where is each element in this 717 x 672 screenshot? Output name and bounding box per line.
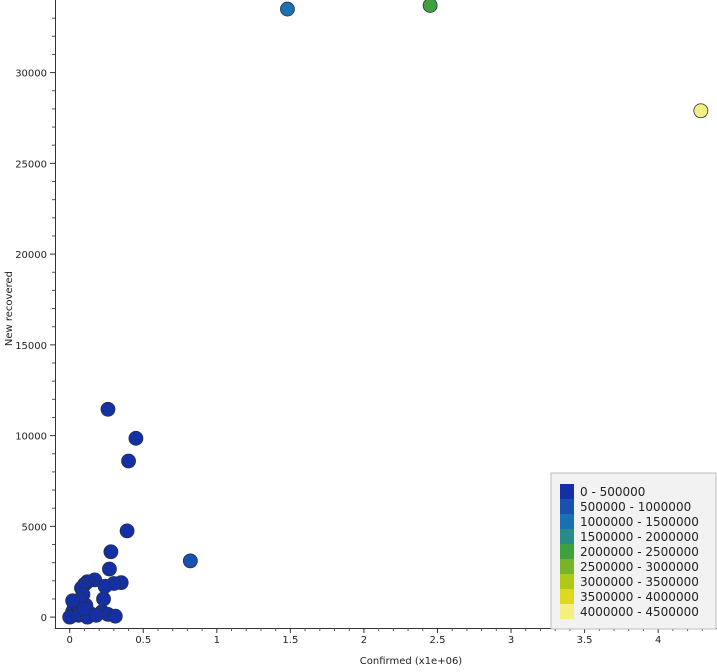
scatter-point — [88, 607, 104, 623]
legend-swatch — [560, 559, 574, 574]
scatter-point — [119, 523, 135, 539]
scatter-point — [103, 544, 119, 560]
legend-label: 3000000 - 3500000 — [580, 575, 699, 589]
x-axis-ticks: 0 0.5 1 1.5 2 2.5 3 3.5 4 — [67, 628, 703, 646]
legend-label: 3500000 - 4000000 — [580, 590, 699, 604]
x-tick-label: 3.5 — [577, 635, 593, 646]
y-tick-label: 30000 — [15, 69, 47, 80]
legend-label: 500000 - 1000000 — [580, 500, 691, 514]
legend-swatch — [560, 589, 574, 604]
x-axis-title: Confirmed (x1e+06) — [360, 656, 463, 667]
y-tick-label: 20000 — [15, 250, 47, 261]
legend-swatch — [560, 499, 574, 514]
legend-label: 2500000 - 3000000 — [580, 560, 699, 574]
plot-area — [62, 0, 709, 625]
y-tick-label: 0 — [41, 613, 47, 624]
x-tick-label: 0 — [67, 635, 73, 646]
scatter-point — [65, 593, 81, 609]
y-tick-label: 15000 — [15, 341, 47, 352]
legend-label: 1500000 - 2000000 — [580, 530, 699, 544]
x-tick-label: 2.5 — [430, 635, 446, 646]
legend-swatch — [560, 544, 574, 559]
legend-label: 2000000 - 2500000 — [580, 545, 699, 559]
scatter-point — [280, 1, 295, 17]
y-tick-label: 5000 — [22, 522, 47, 533]
x-tick-label: 2 — [361, 635, 367, 646]
legend-swatch — [560, 484, 574, 499]
scatter-point — [693, 103, 709, 119]
legend-label: 4000000 - 4500000 — [580, 605, 699, 619]
scatter-point — [102, 561, 117, 577]
scatter-point — [100, 401, 116, 417]
scatter-point — [182, 553, 198, 569]
scatter-point — [77, 601, 92, 617]
legend-label: 0 - 500000 — [580, 485, 645, 499]
y-axis-title: New recovered — [4, 271, 15, 346]
legend-swatch — [560, 604, 574, 619]
y-tick-label: 10000 — [15, 432, 47, 443]
legend-label: 1000000 - 1500000 — [580, 515, 699, 529]
x-tick-label: 0.5 — [135, 635, 151, 646]
scatter-point — [121, 453, 136, 469]
y-axis-ticks: 0 5000 10000 15000 20000 25000 30000 — [15, 17, 55, 624]
legend-box — [550, 472, 717, 630]
x-tick-label: 1.5 — [282, 635, 298, 646]
legend-swatch — [560, 574, 574, 589]
legend-swatch — [560, 514, 574, 529]
y-tick-label: 25000 — [15, 159, 47, 170]
x-tick-label: 1 — [214, 635, 220, 646]
legend-swatch — [560, 529, 574, 544]
scatter-point — [97, 578, 113, 594]
x-tick-label: 4 — [655, 635, 661, 646]
scatter-point — [107, 608, 123, 624]
scatter-point — [96, 591, 111, 607]
scatter-point — [128, 430, 144, 446]
scatter-point — [422, 0, 438, 13]
axes: 0 0.5 1 1.5 2 2.5 3 3.5 4 0 5000 10000 15000 20000 25… — [4, 0, 717, 667]
x-tick-label: 3 — [508, 635, 514, 646]
